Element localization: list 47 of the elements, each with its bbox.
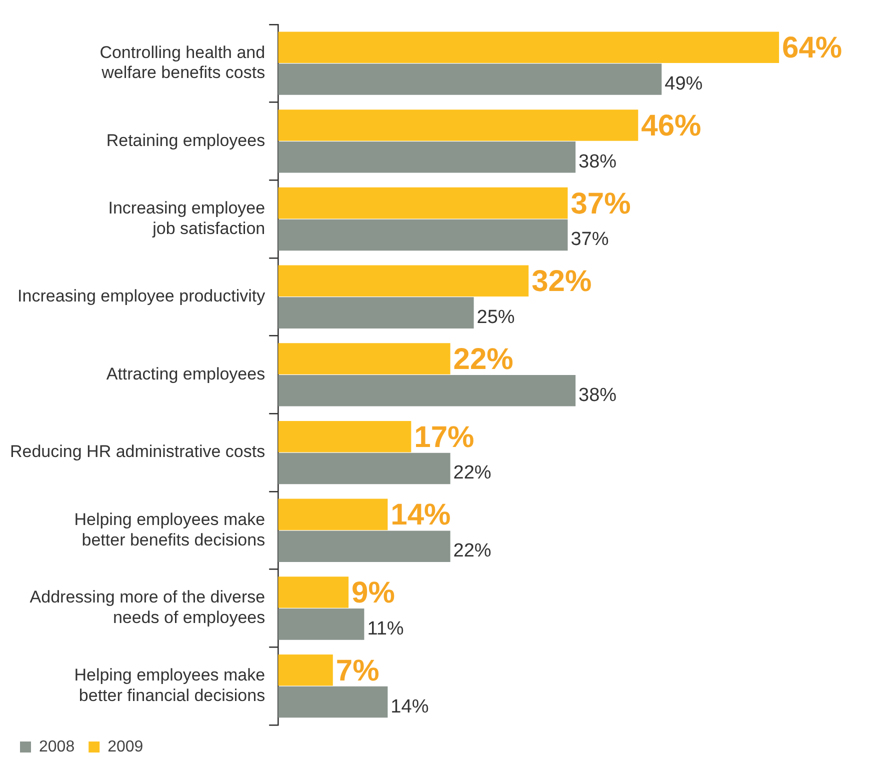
bar — [278, 297, 474, 328]
data-label: 14% — [390, 696, 429, 718]
y-tick-label: Helping employees make better benefits decisions — [74, 510, 266, 550]
data-label: 22% — [453, 343, 514, 376]
bar — [278, 64, 662, 95]
bar — [278, 375, 576, 406]
data-label: 38% — [578, 384, 617, 406]
bar — [278, 265, 529, 297]
bar — [278, 452, 450, 484]
bar — [278, 576, 349, 608]
y-tick-label: Increasing employee job satisfaction — [108, 198, 266, 238]
y-tick-label: Retaining employees — [106, 130, 266, 150]
bar — [278, 343, 450, 374]
data-label: 37% — [570, 229, 609, 250]
y-tick-label: Addressing more of the diverse needs of employees — [30, 588, 266, 628]
y-tick-label: Controlling health and welfare benefits costs — [100, 42, 266, 82]
y-tick-label: Attracting employees — [106, 364, 266, 384]
bar — [278, 608, 364, 640]
data-label: 22% — [453, 540, 492, 562]
data-label: 46% — [641, 109, 702, 142]
bar — [278, 32, 780, 64]
legend-label: 2009 — [108, 738, 144, 756]
data-label: 25% — [476, 307, 515, 328]
data-label: 49% — [664, 74, 703, 95]
bar — [278, 654, 333, 686]
y-tick-label: Helping employees make better financial decisions — [74, 666, 266, 705]
data-label: 32% — [532, 265, 592, 298]
bar — [278, 686, 388, 718]
bar — [278, 110, 638, 141]
data-label: 37% — [570, 187, 631, 220]
data-label: 7% — [336, 654, 380, 688]
data-label: 14% — [390, 498, 451, 532]
bar — [278, 498, 388, 530]
bar — [278, 219, 568, 251]
data-label: 64% — [782, 32, 842, 65]
y-tick-label: Reducing HR administrative costs — [10, 442, 266, 462]
data-label: 17% — [414, 420, 474, 454]
data-label: 22% — [453, 462, 492, 484]
data-label: 11% — [367, 618, 404, 640]
legend-label: 2008 — [39, 738, 75, 756]
bar — [278, 420, 412, 452]
data-label: 38% — [578, 151, 617, 172]
bar — [278, 141, 576, 173]
y-tick-label: Increasing employee productivity — [18, 286, 266, 306]
bar — [278, 530, 450, 562]
bar — [278, 187, 568, 219]
data-label: 9% — [352, 576, 395, 610]
